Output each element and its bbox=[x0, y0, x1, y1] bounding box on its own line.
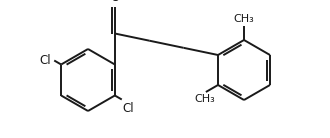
Text: Cl: Cl bbox=[123, 102, 134, 115]
Text: Cl: Cl bbox=[40, 54, 51, 67]
Text: CH₃: CH₃ bbox=[234, 14, 254, 24]
Text: O: O bbox=[110, 0, 119, 4]
Text: CH₃: CH₃ bbox=[194, 94, 215, 104]
